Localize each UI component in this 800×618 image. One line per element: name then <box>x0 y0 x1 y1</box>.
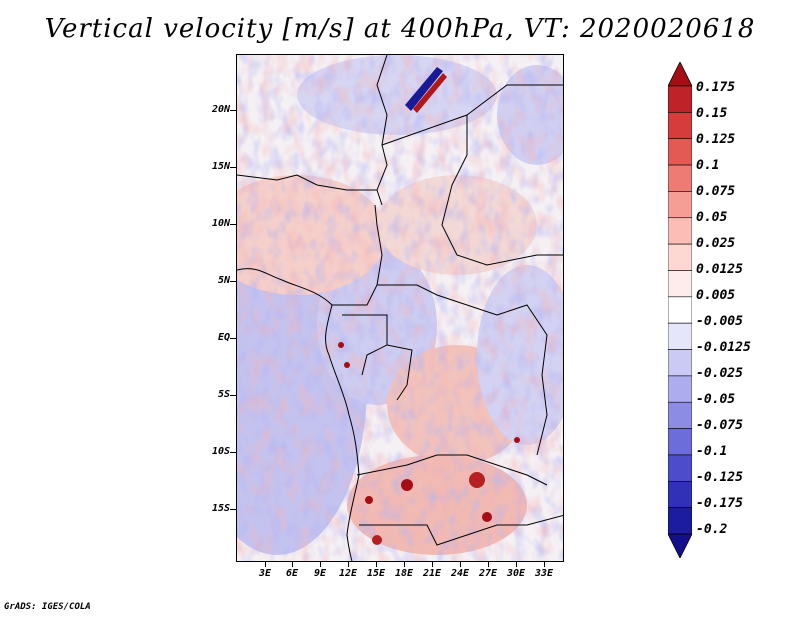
colorbar-segment <box>668 454 692 482</box>
colorbar <box>668 62 692 558</box>
lat-tick <box>230 167 236 168</box>
lon-label: 3E <box>258 568 272 579</box>
lat-label: 5S <box>217 389 230 400</box>
lon-label: 18E <box>394 568 414 579</box>
colorbar-segment <box>668 349 692 377</box>
colorbar-segment <box>668 375 692 403</box>
colorbar-label: -0.0125 <box>696 340 751 355</box>
colorbar-label: 0.075 <box>696 184 736 199</box>
lon-tick <box>404 562 405 567</box>
lat-label: EQ <box>217 332 230 343</box>
colorbar-segment <box>668 112 692 140</box>
lon-label: 27E <box>478 568 498 579</box>
lon-tick <box>348 562 349 567</box>
colorbar-label: -0.2 <box>696 522 728 537</box>
colorbar-label: -0.125 <box>696 470 743 485</box>
colorbar-label: 0.1 <box>696 158 720 173</box>
colorbar-label: -0.075 <box>696 418 743 433</box>
colorbar-bottom-arrow <box>668 533 692 558</box>
colorbar-label: -0.175 <box>696 496 743 511</box>
colorbar-segment <box>668 243 692 271</box>
lon-tick <box>292 562 293 567</box>
lat-tick <box>230 452 236 453</box>
lat-label: 5N <box>217 275 230 286</box>
colorbar-label: -0.025 <box>696 366 743 381</box>
lat-tick <box>230 509 236 510</box>
strong-updrafts <box>338 67 520 545</box>
lon-tick <box>460 562 461 567</box>
lat-label: 15N <box>211 161 230 172</box>
lon-tick <box>320 562 321 567</box>
lon-tick <box>544 562 545 567</box>
colorbar-label: -0.005 <box>696 314 743 329</box>
footer-credit: GrADS: IGES/COLA <box>4 602 91 612</box>
lon-tick <box>265 562 266 567</box>
colorbar-label: 0.005 <box>696 288 736 303</box>
lat-tick <box>230 224 236 225</box>
lon-label: 12E <box>338 568 358 579</box>
colorbar-segment <box>668 217 692 245</box>
map-plot[interactable] <box>236 54 564 562</box>
lon-label: 24E <box>450 568 470 579</box>
colorbar-label: 0.15 <box>696 106 728 121</box>
lat-tick <box>230 338 236 339</box>
colorbar-label: 0.0125 <box>696 262 743 277</box>
velocity-field <box>237 55 563 561</box>
colorbar-segment <box>668 401 692 429</box>
lon-tick <box>432 562 433 567</box>
map-title: Vertical velocity [m/s] at 400hPa, VT: 2… <box>44 14 756 44</box>
colorbar-segment <box>668 270 692 298</box>
lon-tick <box>376 562 377 567</box>
lat-label: 15S <box>211 503 230 514</box>
colorbar-label: -0.1 <box>696 444 728 459</box>
colorbar-segment <box>668 322 692 350</box>
lon-label: 9E <box>313 568 327 579</box>
colorbar-segment <box>668 191 692 219</box>
lon-tick <box>488 562 489 567</box>
lon-label: 21E <box>422 568 442 579</box>
colorbar-segment <box>668 164 692 192</box>
lon-label: 6E <box>285 568 299 579</box>
lon-tick <box>516 562 517 567</box>
lon-label: 33E <box>534 568 554 579</box>
lat-tick <box>230 281 236 282</box>
colorbar-segment <box>668 428 692 456</box>
colorbar-label: 0.125 <box>696 132 736 147</box>
colorbar-segment <box>668 138 692 166</box>
colorbar-segments <box>668 62 692 558</box>
colorbar-segment <box>668 480 692 508</box>
lat-label: 20N <box>211 104 230 115</box>
lat-label: 10N <box>211 218 230 229</box>
lat-tick <box>230 110 236 111</box>
lon-label: 15E <box>366 568 386 579</box>
lon-label: 30E <box>506 568 526 579</box>
lat-tick <box>230 395 236 396</box>
coastlines-borders <box>237 55 563 561</box>
lat-label: 10S <box>211 446 230 457</box>
colorbar-segment <box>668 85 692 113</box>
colorbar-segment <box>668 296 692 324</box>
colorbar-label: -0.05 <box>696 392 736 407</box>
colorbar-label: 0.175 <box>696 80 736 95</box>
colorbar-segment <box>668 507 692 535</box>
colorbar-label: 0.05 <box>696 210 728 225</box>
colorbar-top-arrow <box>668 62 692 87</box>
colorbar-label: 0.025 <box>696 236 736 251</box>
